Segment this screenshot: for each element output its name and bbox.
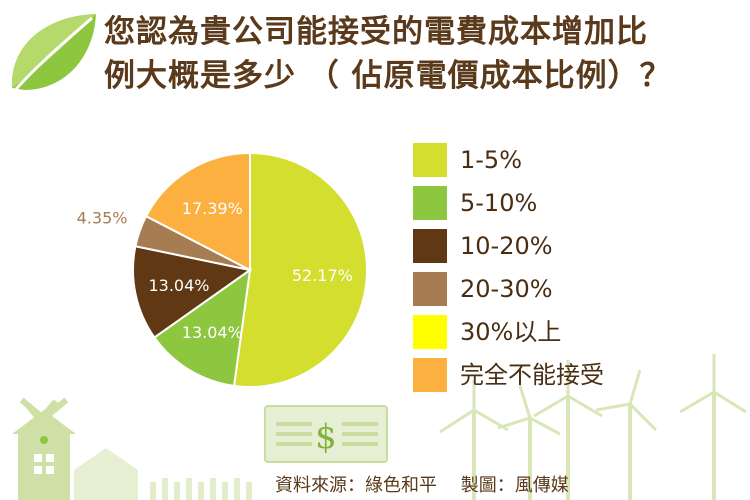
page-title: 您認為貴公司能接受的電費成本增加比 例大概是多少 （ 佔原電價成本比例）？: [104, 10, 744, 98]
pie-label-3: 4.35%: [77, 208, 128, 227]
pie-label-5: 17.39%: [182, 199, 243, 218]
legend-label: 完全不能接受: [460, 361, 604, 389]
pie-slice-0: [232, 151, 368, 388]
legend-swatch: [413, 229, 447, 263]
grass: [150, 478, 252, 500]
legend-label: 10-20%: [460, 232, 553, 260]
legend-swatch: [413, 186, 447, 220]
windmill-icon: [12, 397, 76, 500]
wind-turbine-icon: [439, 354, 747, 500]
legend-swatch: [413, 358, 447, 392]
house-icon: [74, 448, 138, 500]
title-line-2: 例大概是多少 （ 佔原電價成本比例）？: [104, 58, 672, 94]
pie-label-1: 13.04%: [182, 323, 243, 342]
title-line-1: 您認為貴公司能接受的電費成本增加比: [104, 14, 648, 50]
dollar-bill-icon: $: [264, 405, 388, 463]
pie-slice-5: [144, 151, 251, 272]
pie-slice-2: [132, 245, 253, 339]
legend-swatch: [413, 272, 447, 306]
leaf-icon: [8, 14, 97, 97]
pie-slice-1: [153, 267, 252, 388]
legend-label: 5-10%: [460, 189, 538, 217]
legend-swatch: [413, 143, 447, 177]
svg-text:$: $: [315, 417, 337, 457]
pie-label-2: 13.04%: [148, 276, 209, 295]
legend-label: 20-30%: [460, 275, 553, 303]
pie-label-0: 52.17%: [292, 266, 353, 285]
source-credit: 資料來源：綠色和平 製圖：風傳媒: [275, 475, 569, 496]
legend-label: 30%以上: [460, 318, 562, 346]
legend-swatch: [413, 315, 447, 349]
legend-label: 1-5%: [460, 146, 523, 174]
